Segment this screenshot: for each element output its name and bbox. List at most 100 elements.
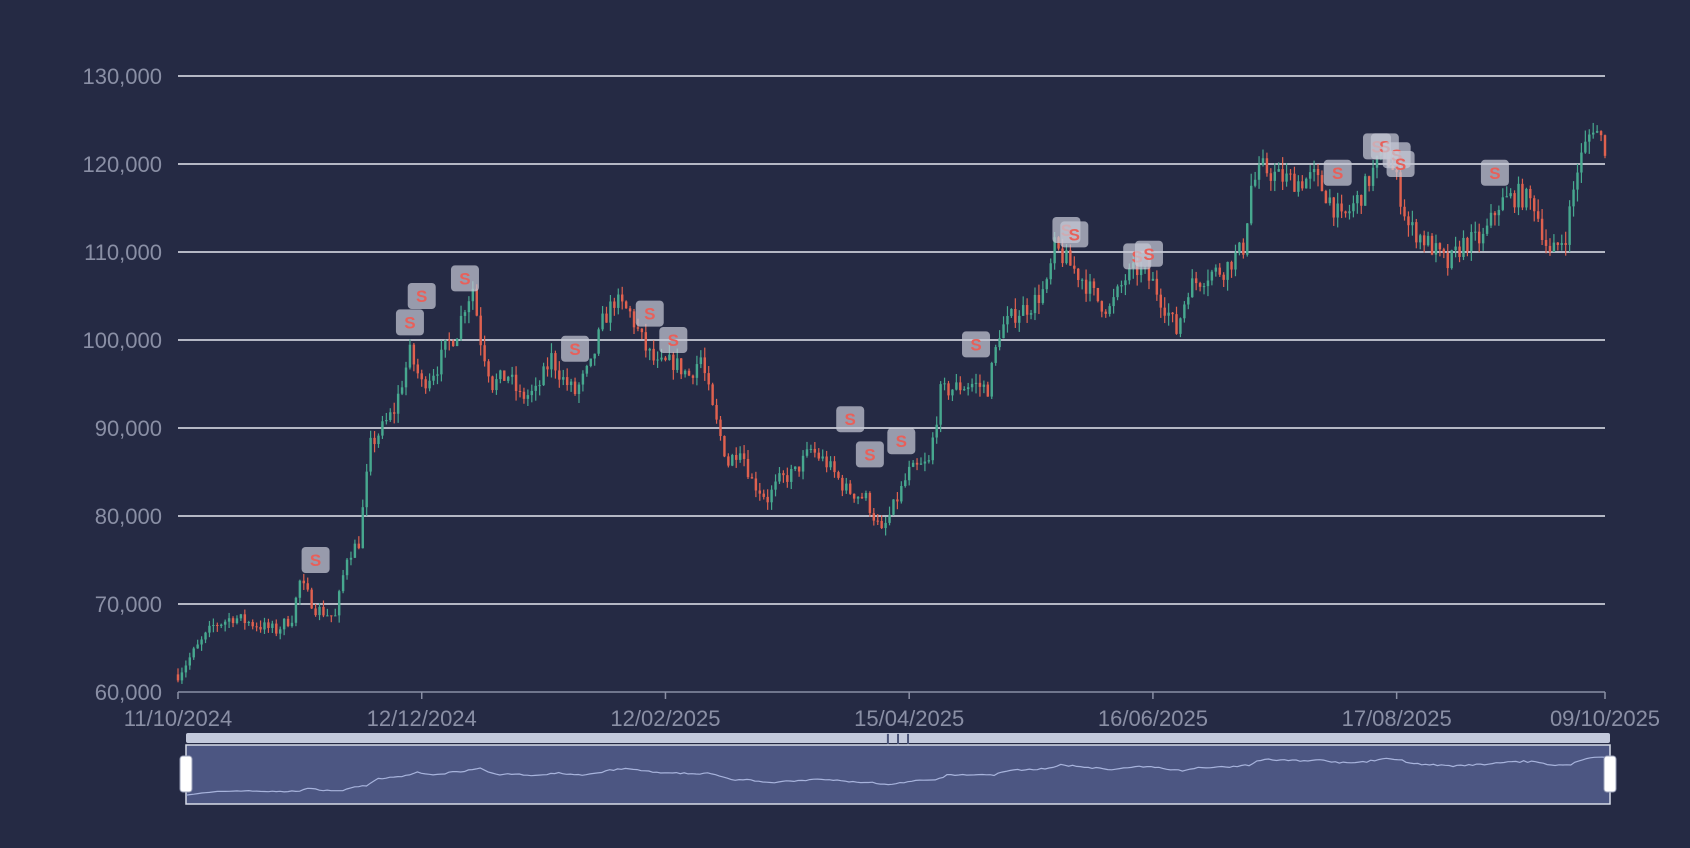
- candle-body: [310, 589, 313, 609]
- candle-body: [389, 412, 392, 421]
- candle-body: [841, 477, 844, 491]
- zoom-slider-track[interactable]: [186, 733, 1610, 743]
- candle-body: [1191, 278, 1194, 298]
- y-tick-label: 90,000: [95, 416, 162, 441]
- candle-body: [593, 353, 596, 359]
- candle-body: [1584, 141, 1587, 153]
- candle-body: [845, 483, 848, 491]
- candle-body: [707, 373, 710, 385]
- zoom-slider-window[interactable]: [185, 744, 1611, 805]
- sell-marker-label: S: [896, 432, 907, 451]
- candle-body: [1375, 155, 1379, 168]
- zoom-handle-left[interactable]: [179, 755, 193, 793]
- candle-body: [668, 354, 671, 361]
- candle-body: [1556, 242, 1560, 245]
- candle-body: [503, 370, 506, 381]
- candle-body: [982, 384, 986, 387]
- candle-body: [239, 614, 243, 619]
- candle-body: [1187, 297, 1190, 305]
- candle-body: [491, 376, 494, 391]
- candle-body: [361, 507, 364, 549]
- candle-body: [613, 301, 616, 308]
- candle-body: [255, 626, 258, 628]
- candle-body: [880, 520, 883, 529]
- candle-body: [440, 349, 443, 375]
- candle-body: [337, 591, 341, 616]
- candle-body: [1021, 305, 1025, 316]
- candle-body: [294, 597, 298, 623]
- candle-body: [479, 315, 482, 346]
- candle-body: [562, 377, 565, 380]
- candle-body: [1403, 206, 1406, 217]
- candle-body: [216, 624, 219, 626]
- candle-body: [263, 622, 266, 630]
- candle-body: [1458, 246, 1461, 257]
- candle-body: [176, 674, 180, 681]
- candle-body: [1505, 196, 1508, 198]
- candle-body: [797, 466, 801, 472]
- candle-body: [428, 380, 431, 389]
- candle-body: [334, 615, 337, 617]
- candle-body: [290, 622, 294, 627]
- sell-marker-box: [301, 547, 330, 573]
- candle-body: [774, 481, 777, 490]
- sell-markers: SSSSSSSSSSSSSSSSSSSSS: [301, 133, 1509, 573]
- sell-marker-label: S: [569, 340, 580, 359]
- candle-body: [731, 454, 734, 466]
- x-tick-label: 11/10/2024: [124, 706, 232, 731]
- candle-body: [424, 379, 427, 389]
- candle-body: [271, 623, 274, 628]
- candle-body: [624, 301, 628, 309]
- candle-body: [770, 489, 773, 503]
- candle-body: [994, 347, 997, 363]
- sell-marker-box: [1323, 159, 1352, 186]
- sell-marker: S: [395, 309, 424, 336]
- candle-body: [554, 353, 557, 371]
- candle-body: [609, 301, 612, 323]
- candle-body: [1238, 242, 1241, 253]
- candle-body: [1536, 211, 1540, 219]
- candle-body: [1014, 308, 1017, 323]
- candle-body: [278, 629, 282, 634]
- candle-body: [597, 329, 600, 354]
- candle-body: [463, 312, 467, 316]
- candle-body: [1246, 223, 1249, 255]
- candle-body: [1053, 237, 1056, 264]
- candle-body: [825, 456, 828, 468]
- candle-body: [872, 513, 876, 521]
- candle-body: [522, 391, 526, 399]
- candle-body: [1006, 315, 1009, 325]
- candle-body: [1320, 175, 1324, 192]
- candle-body: [837, 472, 840, 478]
- candle-body: [699, 357, 703, 365]
- y-tick-label: 120,000: [82, 152, 162, 177]
- x-tick-label: 15/04/2025: [854, 706, 964, 731]
- candle-body: [1175, 314, 1178, 334]
- candle-body: [974, 382, 978, 384]
- candle-body: [1088, 281, 1092, 294]
- candle-body: [762, 493, 765, 497]
- candle-body: [1450, 250, 1453, 269]
- candle-body: [687, 370, 691, 376]
- candle-body: [302, 580, 306, 584]
- candle-body: [220, 624, 223, 626]
- candle-body: [931, 437, 934, 461]
- candle-body: [1422, 235, 1426, 246]
- zoom-slider[interactable]: ❙❙❙: [179, 732, 1617, 805]
- candle-body: [1092, 281, 1096, 288]
- candle-body: [1344, 211, 1347, 214]
- candle-body: [573, 381, 577, 395]
- sell-marker-label: S: [845, 410, 856, 429]
- candle-body: [455, 338, 459, 347]
- candle-body: [1324, 191, 1328, 204]
- candle-body: [208, 625, 211, 633]
- candle-body: [306, 583, 309, 590]
- zoom-grip-icon[interactable]: ❙❙❙: [883, 732, 913, 746]
- candle-body: [1222, 274, 1225, 280]
- zoom-handle-right[interactable]: [1603, 755, 1617, 793]
- y-tick-label: 60,000: [95, 680, 162, 705]
- candle-body: [550, 353, 553, 370]
- sell-marker-label: S: [1395, 155, 1406, 174]
- candle-body: [231, 618, 235, 624]
- sell-marker: S: [1480, 159, 1509, 186]
